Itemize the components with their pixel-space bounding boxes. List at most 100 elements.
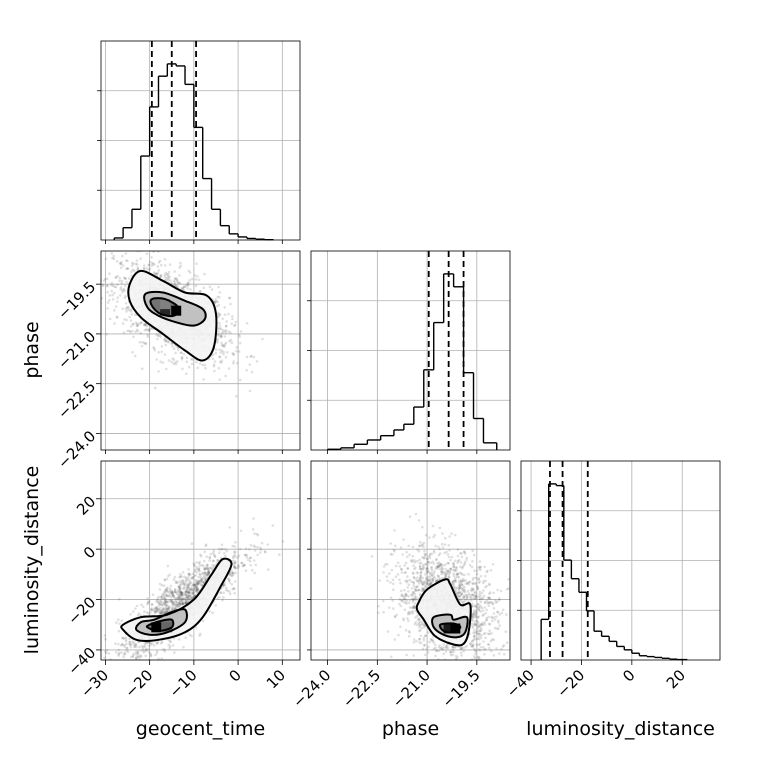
scatter-point <box>181 592 184 595</box>
scatter-point <box>446 646 450 650</box>
scatter-point <box>84 243 87 246</box>
scatter-point <box>144 654 147 658</box>
scatter-point <box>415 585 419 588</box>
contour-line-1 <box>120 557 233 642</box>
scatter-point <box>136 268 139 272</box>
scatter-point <box>130 643 133 646</box>
scatter-point <box>180 597 183 600</box>
scatter-point <box>412 605 415 609</box>
scatter-point <box>400 599 404 602</box>
scatter-point <box>184 636 187 639</box>
scatter-point <box>498 624 501 627</box>
scatter-point <box>439 563 443 566</box>
scatter-point <box>413 559 416 562</box>
scatter-point <box>222 596 225 599</box>
scatter-point <box>134 262 138 266</box>
scatter-point <box>417 519 421 522</box>
scatter-point <box>415 639 418 643</box>
scatter-point <box>176 279 179 283</box>
scatter-point <box>263 550 267 553</box>
scatter-point <box>386 630 390 633</box>
scatter-point <box>165 609 169 613</box>
scatter-point <box>188 582 192 585</box>
scatter-point <box>126 647 129 650</box>
scatter-point <box>478 633 482 636</box>
scatter-point <box>173 283 177 286</box>
scatter-point <box>228 296 231 300</box>
scatter-point <box>458 581 461 584</box>
scatter-point <box>418 562 421 565</box>
scatter-point <box>87 266 90 269</box>
scatter-point <box>94 299 97 302</box>
scatter-point <box>416 585 419 588</box>
scatter-point <box>130 313 134 316</box>
scatter-point <box>167 600 170 604</box>
scatter-point <box>377 611 380 615</box>
scatter-point <box>248 363 252 366</box>
scatter-point <box>456 554 460 558</box>
scatter-point <box>418 544 421 548</box>
scatter-point <box>385 563 389 566</box>
scatter-point <box>128 643 132 646</box>
scatter-point <box>144 324 147 327</box>
scatter-point <box>418 637 421 641</box>
scatter-point <box>440 648 443 651</box>
scatter-point <box>154 610 158 613</box>
scatter-point <box>89 309 92 312</box>
scatter-point <box>482 613 485 616</box>
scatter-point <box>457 588 461 592</box>
scatter-point <box>189 581 193 584</box>
scatter-point <box>200 583 203 587</box>
scatter-point <box>187 365 191 369</box>
scatter-point <box>97 275 100 278</box>
scatter-point <box>475 619 479 622</box>
scatter-point <box>399 546 403 549</box>
scatter-point <box>158 237 161 240</box>
scatter-point <box>416 589 420 592</box>
scatter-point <box>170 591 174 595</box>
scatter-point <box>418 567 422 570</box>
scatter-point <box>438 644 441 647</box>
scatter-point <box>164 594 168 598</box>
scatter-point <box>448 570 452 573</box>
scatter-point <box>122 670 125 673</box>
scatter-point <box>472 611 476 614</box>
scatter-point <box>424 653 427 657</box>
scatter-point <box>241 564 245 568</box>
scatter-point <box>171 357 174 360</box>
scatter-point <box>423 585 427 589</box>
scatter-point <box>163 597 167 600</box>
scatter-point <box>105 277 109 281</box>
scatter-point <box>423 549 426 553</box>
scatter-point <box>454 579 458 583</box>
scatter-point <box>171 602 174 605</box>
scatter-point <box>428 582 432 586</box>
scatter-point <box>235 395 238 398</box>
scatter-point <box>181 602 184 605</box>
scatter-point <box>245 321 249 325</box>
scatter-point <box>445 550 448 554</box>
scatter-point <box>421 586 424 590</box>
scatter-point <box>180 599 184 603</box>
scatter-point <box>172 600 175 604</box>
scatter-point <box>460 587 464 590</box>
scatter-point <box>203 550 206 554</box>
scatter-point <box>449 568 452 571</box>
scatter-point <box>164 588 167 592</box>
scatter-point <box>157 595 160 599</box>
scatter-point <box>124 252 128 255</box>
scatter-point <box>471 602 474 606</box>
scatter-point <box>489 600 493 604</box>
scatter-point <box>178 602 182 605</box>
scatter-point <box>445 643 449 646</box>
scatter-point <box>488 646 491 650</box>
scatter-point <box>122 331 126 334</box>
scatter-point <box>147 329 151 332</box>
scatter-point <box>156 599 159 602</box>
scatter-point <box>233 564 236 568</box>
scatter-point <box>168 275 171 278</box>
scatter-point <box>451 583 455 587</box>
scatter-point <box>149 643 153 646</box>
scatter-point <box>186 600 189 603</box>
scatter-point <box>184 595 188 598</box>
